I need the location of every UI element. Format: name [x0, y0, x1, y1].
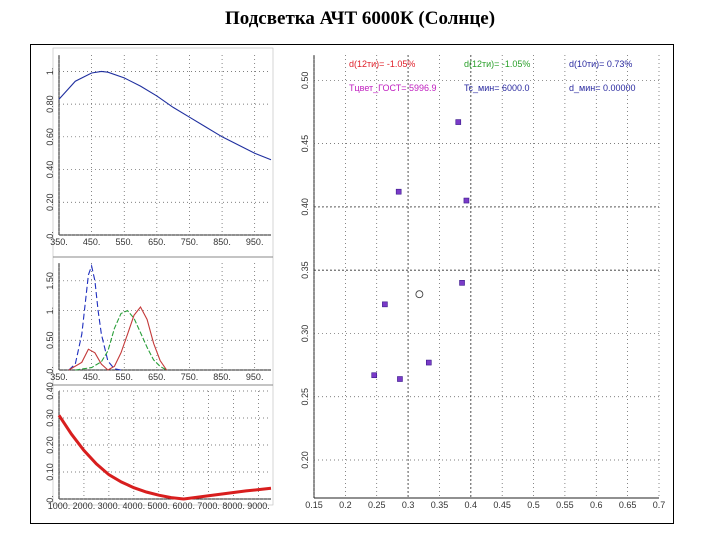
- scatter-point: [455, 119, 462, 125]
- series-line-d: [57, 414, 272, 501]
- x-tick-label: 0.4: [465, 500, 478, 510]
- x-tick-label: 0.2: [339, 500, 352, 510]
- x-tick-label: 2000.: [73, 501, 96, 511]
- x-tick-label: 3000.: [98, 501, 121, 511]
- series-line-z: [68, 264, 122, 371]
- y-tick-label: 0.40: [45, 161, 55, 179]
- x-tick-label: 8000.: [222, 501, 245, 511]
- x-tick-label: 650.: [148, 237, 166, 247]
- x-tick-label: 550.: [115, 372, 133, 382]
- y-tick-label: 0.10: [45, 463, 55, 481]
- y-tick-label: 0.50: [45, 332, 55, 350]
- chromaticity-chart: 0.15 0.2 0.25 0.3 0.35 0.4 0.45 0.5 0.55 0.6 0.65 0…: [300, 55, 665, 510]
- legend-entry: d(12ти)= -1.05%: [349, 59, 415, 69]
- series-line-x: [68, 305, 168, 371]
- x-tick-label: 9000.: [247, 501, 270, 511]
- x-tick-label: 950.: [246, 237, 264, 247]
- legend-entry: Tцвет_ГОСТ= 5996.9: [349, 83, 437, 93]
- x-tick-label: 7000.: [197, 501, 220, 511]
- y-tick-label: 0.50: [300, 72, 310, 90]
- y-tick-label: 0.25: [300, 388, 310, 406]
- x-tick-label: 850.: [213, 372, 231, 382]
- x-tick-label: 0.25: [368, 500, 386, 510]
- left-panels-border: [52, 47, 274, 506]
- y-tick-label: 0.60: [45, 128, 55, 146]
- x-tick-label: 0.45: [493, 500, 511, 510]
- scatter-point: [371, 372, 378, 379]
- scatter-point: [459, 280, 465, 286]
- x-tick-label: 0.5: [527, 500, 540, 510]
- spectrum-chart: 350. 450. 550. 650. 750. 850. 950. 0. 0.20 0.40 0.…: [45, 55, 272, 247]
- x-tick-label: 650.: [148, 372, 166, 382]
- x-tick-label: 750.: [181, 237, 199, 247]
- y-tick-label: 0.20: [300, 451, 310, 469]
- legend-entry: d(12ти)= -1.05%: [464, 59, 530, 69]
- y-tick-label: 0.40: [45, 382, 55, 400]
- y-tick-label: 1.: [45, 307, 55, 315]
- white-point-marker: [415, 290, 424, 299]
- legend-entry: d(10ти)= 0.73%: [569, 59, 632, 69]
- chart-canvas: 350. 450. 550. 650. 750. 850. 950.0.0.200.400.…: [45, 47, 665, 511]
- temperature-curve-chart: 1000. 2000. 3000. 4000. 5000. 6000. 7000. 8000.…: [45, 382, 272, 511]
- x-tick-label: 0.6: [590, 500, 603, 510]
- x-tick-label: 450.: [83, 372, 101, 382]
- y-tick-label: 0.: [45, 366, 55, 374]
- scatter-point: [397, 376, 403, 382]
- scatter-point: [395, 188, 402, 195]
- x-tick-label: 6000.: [172, 501, 195, 511]
- x-tick-label: 0.65: [619, 500, 637, 510]
- x-tick-label: 750.: [181, 372, 199, 382]
- x-tick-label: 550.: [115, 237, 133, 247]
- page-title: Подсветка АЧТ 6000К (Солнце): [224, 8, 496, 29]
- y-tick-label: 0.: [45, 495, 55, 503]
- y-tick-label: 0.35: [300, 261, 310, 279]
- y-tick-label: 1.: [45, 68, 55, 76]
- series-line-y: [75, 309, 167, 371]
- y-tick-label: 1.50: [45, 272, 55, 290]
- y-tick-label: 0.30: [300, 325, 310, 343]
- x-tick-label: 450.: [83, 237, 101, 247]
- x-tick-label: 0.3: [402, 500, 415, 510]
- y-tick-label: 0.80: [45, 95, 55, 113]
- scatter-point: [463, 197, 470, 204]
- series-line-blackbody: [58, 70, 272, 161]
- legend-entry: d_мин= 0.00000: [569, 83, 636, 93]
- x-tick-label: 1000.: [48, 501, 71, 511]
- y-tick-label: 0.40: [300, 198, 310, 216]
- color-matching-chart: 350. 450. 550. 650. 750. 850. 950. 0. 0.50 1. 1.50: [45, 263, 271, 382]
- x-tick-label: 350.: [50, 237, 68, 247]
- y-tick-label: 0.20: [45, 436, 55, 454]
- scatter-point: [425, 359, 432, 366]
- y-tick-label: 0.: [45, 231, 55, 239]
- chart-frame: 350. 450. 550. 650. 750. 850. 950. 0. 0.20 0.40 0.…: [30, 44, 674, 524]
- x-tick-label: 950.: [246, 372, 264, 382]
- scatter-point: [382, 301, 388, 308]
- x-tick-label: 0.55: [556, 500, 574, 510]
- x-tick-label: 0.7: [653, 500, 666, 510]
- x-tick-label: 350.: [50, 372, 68, 382]
- x-tick-label: 0.15: [305, 500, 323, 510]
- y-tick-label: 0.45: [300, 135, 310, 153]
- x-tick-label: 5000.: [147, 501, 170, 511]
- x-tick-label: 0.35: [431, 500, 449, 510]
- legend-entry: Tc_мин= 6000.0: [464, 83, 529, 93]
- y-tick-label: 0.30: [45, 409, 55, 427]
- y-tick-label: 0.20: [45, 194, 55, 212]
- x-tick-label: 850.: [213, 237, 231, 247]
- x-tick-label: 4000.: [123, 501, 146, 511]
